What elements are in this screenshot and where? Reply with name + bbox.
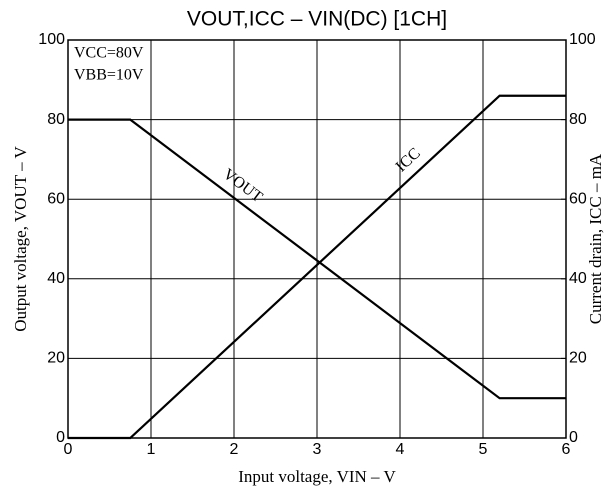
y-tick-label: 80 (47, 111, 65, 128)
y-tick-label: 60 (47, 190, 65, 207)
x-tick-label: 3 (313, 441, 322, 458)
chart-title: VOUT,ICC – VIN(DC) [1CH] (187, 8, 447, 31)
x-tick-label: 0 (64, 441, 73, 458)
x-axis-label: Input voltage, VIN – V (238, 467, 396, 486)
y-tick-label: 100 (38, 31, 65, 48)
y2-tick-label: 100 (569, 31, 596, 48)
series-label: VOUT (220, 166, 266, 206)
y-tick-label: 20 (47, 350, 65, 367)
series-line (68, 118, 566, 400)
y2-tick-label: 60 (569, 190, 587, 207)
x-tick-label: 4 (396, 441, 405, 458)
y2-axis-label: Current drain, ICC – mA (586, 153, 605, 324)
x-tick-label: 6 (562, 441, 571, 458)
annotation: VCC=80V (74, 45, 144, 62)
y-axis-label: Output voltage, VOUT – V (11, 145, 30, 331)
y2-tick-label: 0 (569, 429, 578, 446)
y2-tick-label: 80 (569, 111, 587, 128)
y-tick-label: 0 (56, 429, 65, 446)
y-tick-label: 40 (47, 270, 65, 287)
series-line (68, 94, 566, 440)
x-tick-label: 2 (230, 441, 239, 458)
x-tick-label: 1 (147, 441, 156, 458)
y2-tick-label: 40 (569, 270, 587, 287)
annotation: VBB=10V (74, 67, 144, 84)
y2-tick-label: 20 (569, 350, 587, 367)
x-tick-label: 5 (479, 441, 488, 458)
